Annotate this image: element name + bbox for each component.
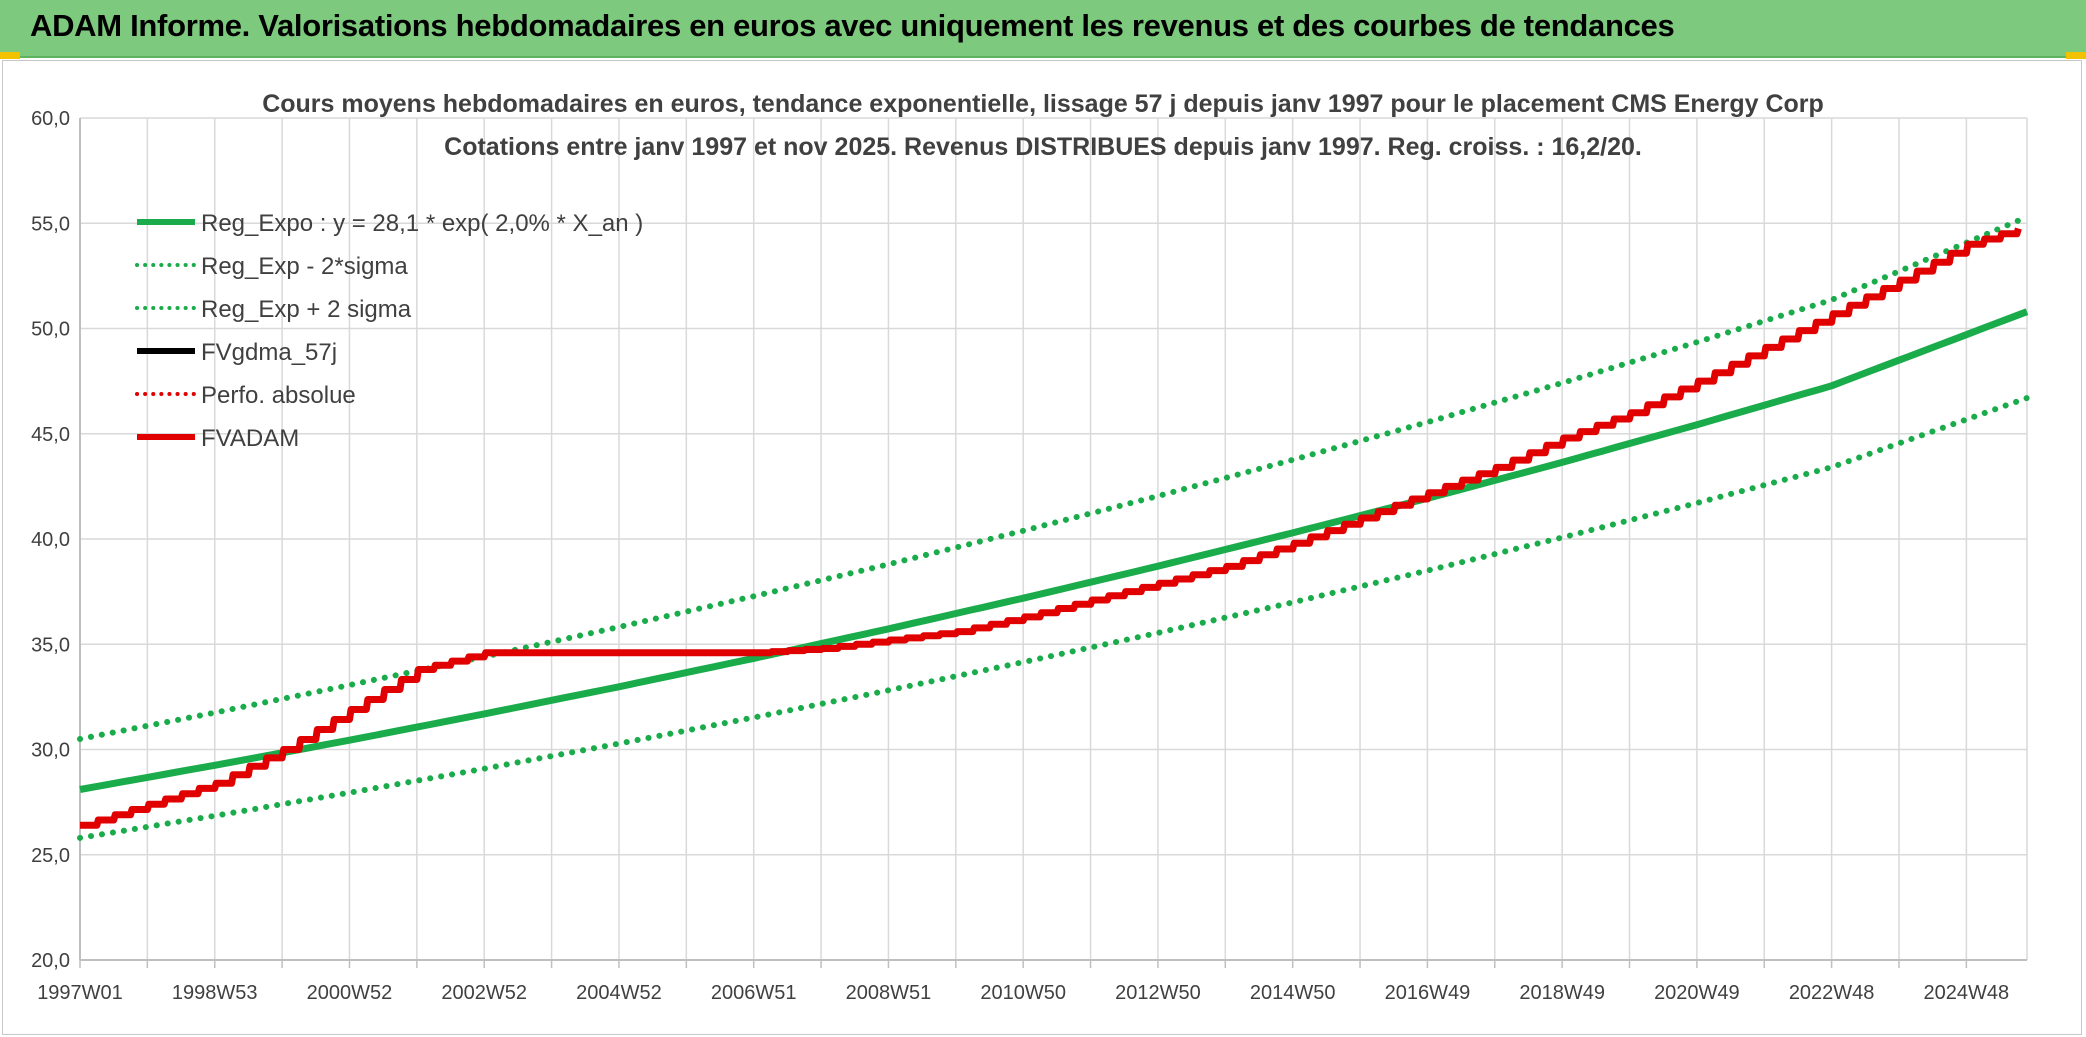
chart-title: Cours moyens hebdomadaires en euros, ten… xyxy=(262,90,1824,118)
legend-label: Reg_Exp - 2*sigma xyxy=(201,253,408,280)
x-tick-label: 2018W49 xyxy=(1519,982,1605,1004)
x-tick-label: 1998W53 xyxy=(172,982,258,1004)
legend: Reg_Expo : y = 28,1 * exp( 2,0% * X_an )… xyxy=(135,210,643,452)
x-tick-label: 2008W51 xyxy=(846,982,932,1004)
legend-label: Reg_Expo : y = 28,1 * exp( 2,0% * X_an ) xyxy=(201,210,643,237)
x-tick-label: 2022W48 xyxy=(1789,982,1875,1004)
y-tick-label: 35,0 xyxy=(31,634,70,656)
x-tick-label: 2006W51 xyxy=(711,982,797,1004)
legend-label: Perfo. absolue xyxy=(201,382,356,409)
x-tick-label: 2004W52 xyxy=(576,982,662,1004)
corner-marker-right xyxy=(2066,52,2086,59)
legend-label: Reg_Exp + 2 sigma xyxy=(201,296,412,323)
x-tick-label: 1997W01 xyxy=(37,982,123,1004)
x-tick-label: 2014W50 xyxy=(1250,982,1336,1004)
x-tick-label: 2024W48 xyxy=(1924,982,2010,1004)
chart-subtitle: Cotations entre janv 1997 et nov 2025. R… xyxy=(444,133,1642,161)
chart-titles: Cours moyens hebdomadaires en euros, ten… xyxy=(262,90,1824,161)
y-tick-label: 40,0 xyxy=(31,529,70,551)
series-line-5 xyxy=(80,227,2022,829)
x-tick-label: 2002W52 xyxy=(441,982,527,1004)
x-tick-label: 2016W49 xyxy=(1385,982,1471,1004)
series-line-0 xyxy=(79,308,2029,793)
y-tick-label: 55,0 xyxy=(31,213,70,235)
legend-label: FVADAM xyxy=(201,425,299,452)
y-tick-label: 30,0 xyxy=(31,740,70,762)
axes: 20,0 25,0 30,0 35,0 40,0 45,0 50,0 55,0 60,0 1997… xyxy=(31,108,2027,1004)
series-layer xyxy=(77,213,2030,841)
x-tick-label: 2000W52 xyxy=(307,982,393,1004)
x-tick-label: 2010W50 xyxy=(980,982,1066,1004)
y-tick-label: 60,0 xyxy=(31,108,70,130)
series-line-1 xyxy=(77,395,2030,841)
y-tick-label: 25,0 xyxy=(31,845,70,867)
corner-marker-left xyxy=(0,52,20,59)
x-tick-label: 2012W50 xyxy=(1115,982,1201,1004)
header-bar: ADAM Informe. Valorisations hebdomadaire… xyxy=(0,0,2086,58)
grid xyxy=(79,117,2028,961)
y-tick-label: 20,0 xyxy=(31,950,70,972)
y-tick-label: 50,0 xyxy=(31,319,70,341)
series-line-2 xyxy=(77,213,2030,742)
page-title: ADAM Informe. Valorisations hebdomadaire… xyxy=(30,8,1675,43)
x-tick-label: 2020W49 xyxy=(1654,982,1740,1004)
y-tick-label: 45,0 xyxy=(31,424,70,446)
legend-label: FVgdma_57j xyxy=(201,339,337,366)
plot-border xyxy=(2,60,2082,1035)
